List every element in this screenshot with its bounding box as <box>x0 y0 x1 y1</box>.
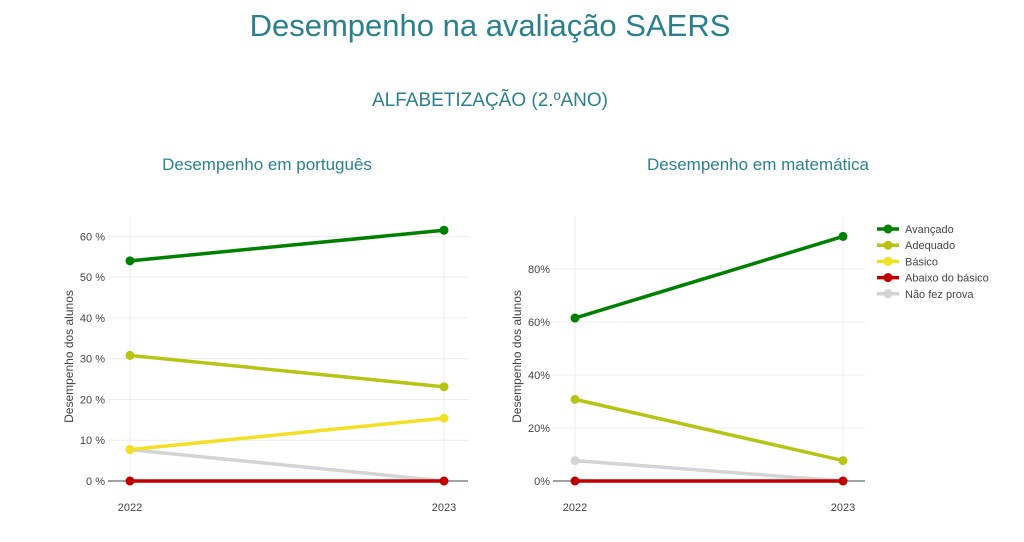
series-line <box>573 397 845 463</box>
data-point <box>125 256 135 266</box>
data-point <box>570 313 580 323</box>
y-tick-label: 60% <box>528 317 550 329</box>
series-line <box>128 228 446 263</box>
data-point <box>439 476 449 486</box>
data-point <box>838 231 848 241</box>
y-tick-label: 30 % <box>80 354 105 366</box>
legend-marker <box>883 224 893 234</box>
y-tick-label: 20% <box>528 423 550 435</box>
legend-marker <box>883 240 893 250</box>
x-tick-label: 2022 <box>118 502 142 514</box>
series-line <box>573 458 845 483</box>
data-point <box>125 350 135 360</box>
legend-marker <box>883 289 893 299</box>
series-line <box>128 447 446 483</box>
x-tick-label: 2023 <box>831 502 855 514</box>
series-line <box>573 234 845 320</box>
y-axis-title: Desempenho dos alunos <box>510 290 524 423</box>
data-point <box>439 225 449 235</box>
legend-marker <box>883 273 893 283</box>
data-point <box>838 476 848 486</box>
section-title: ALFABETIZAÇÃO (2.ºANO) <box>371 90 609 111</box>
series-line <box>128 416 446 452</box>
y-tick-label: 60 % <box>80 231 105 243</box>
legend-label: Abaixo do básico <box>905 273 989 285</box>
legend-marker <box>883 256 893 266</box>
x-tick-label: 2022 <box>563 502 587 514</box>
data-point <box>125 445 135 455</box>
legend-label: Não fez prova <box>905 289 974 301</box>
y-tick-label: 0% <box>534 476 550 488</box>
data-point <box>838 456 848 466</box>
page-title: Desempenho na avaliação SAERS <box>249 8 731 43</box>
y-tick-label: 0 % <box>86 476 105 488</box>
y-tick-label: 50 % <box>80 272 105 284</box>
y-tick-label: 40% <box>528 370 550 382</box>
y-tick-label: 40 % <box>80 313 105 325</box>
y-tick-label: 20 % <box>80 394 105 406</box>
legend-label: Básico <box>905 256 938 268</box>
x-tick-label: 2023 <box>432 502 456 514</box>
data-point <box>570 456 580 466</box>
y-tick-label: 10 % <box>80 435 105 447</box>
data-point <box>439 413 449 423</box>
data-point <box>125 476 135 486</box>
data-point <box>439 382 449 392</box>
series-line <box>128 353 446 389</box>
y-tick-label: 80% <box>528 264 550 276</box>
data-point <box>570 394 580 404</box>
data-point <box>570 476 580 486</box>
legend-label: Avançado <box>905 224 954 236</box>
chart-title: Desempenho em matemática <box>647 155 870 174</box>
y-axis-title: Desempenho dos alunos <box>62 290 76 423</box>
chart-title: Desempenho em português <box>162 155 372 174</box>
legend-label: Adequado <box>905 240 955 252</box>
